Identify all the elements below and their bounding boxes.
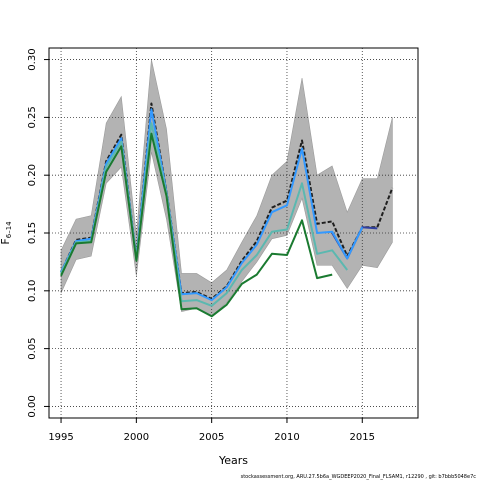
credit-line: stockassessment.org, ARU.27.5b6a_WGDEEP2…	[241, 474, 477, 480]
y-axis-title: F6–14	[0, 221, 13, 245]
y-tick-label-2: 0.10	[27, 280, 38, 302]
y-tick-label-0: 0.00	[27, 395, 38, 417]
y-axis: 0.00 0.05 0.10 0.15 0.20 0.25 0.30	[27, 48, 49, 418]
x-tick-label-2005: 2005	[199, 432, 224, 443]
x-tick-label-2000: 2000	[124, 432, 149, 443]
series-line-2	[60, 108, 364, 302]
x-axis-title: Years	[218, 454, 248, 467]
y-tick-label-5: 0.25	[27, 106, 38, 128]
series-layer	[60, 102, 394, 318]
series-line-4	[60, 132, 333, 318]
confidence-band	[60, 59, 393, 317]
y-tick-label-3: 0.15	[27, 222, 38, 244]
y-axis-title-subscript: 6–14	[5, 221, 13, 238]
confidence-band-layer	[60, 59, 393, 317]
y-tick-label-1: 0.05	[27, 337, 38, 359]
x-axis: 1995 2000 2005 2010 2015	[48, 418, 375, 443]
y-tick-label-6: 0.30	[27, 48, 38, 70]
x-tick-label-2015: 2015	[350, 432, 375, 443]
y-tick-label-4: 0.20	[27, 164, 38, 186]
x-tick-label-1995: 1995	[48, 432, 73, 443]
x-tick-label-2010: 2010	[274, 432, 299, 443]
y-axis-title-main: F	[0, 238, 12, 244]
series-line-3	[60, 122, 348, 307]
